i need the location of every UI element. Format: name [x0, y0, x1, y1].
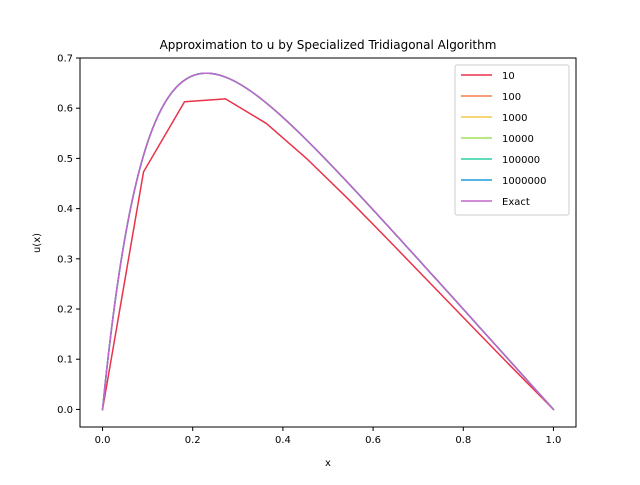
legend-label: Exact: [502, 197, 530, 208]
legend: 10 100 1000 10000 100000 1000000 Exact: [454, 64, 570, 216]
y-tick-label: 0.4: [57, 204, 73, 215]
y-ticks: 0.0 0.1 0.2 0.3 0.4 0.5 0.6 0.7: [57, 54, 80, 416]
y-tick-label: 0.2: [57, 305, 73, 316]
series-line-exact: [101, 72, 555, 411]
plot-frame: [79, 57, 577, 428]
y-tick-label: 0.3: [57, 254, 73, 265]
legend-label: 100000: [502, 155, 540, 166]
y-tick-label: 0.6: [57, 104, 73, 115]
y-tick-label: 0.7: [57, 54, 73, 65]
x-tick-label: 0.6: [365, 435, 381, 446]
series-line-10: [101, 98, 555, 411]
y-tick-label: 0.5: [57, 154, 73, 165]
legend-label: 1000000: [502, 176, 547, 187]
legend-label: 1000: [502, 113, 527, 124]
x-tick-label: 0.0: [95, 435, 111, 446]
legend-box: [454, 64, 570, 216]
x-ticks: 0.0 0.2 0.4 0.6 0.8 1.0: [95, 427, 562, 446]
x-tick-label: 1.0: [546, 435, 562, 446]
legend-label: 10: [502, 71, 515, 82]
x-tick-label: 0.8: [455, 435, 471, 446]
chart-title: Approximation to u by Specialized Tridia…: [160, 38, 497, 52]
legend-label: 10000: [502, 134, 534, 145]
x-axis-label: x: [325, 458, 331, 469]
legend-label: 100: [502, 92, 521, 103]
x-tick-label: 0.4: [275, 435, 291, 446]
y-tick-label: 0.1: [57, 355, 73, 366]
y-tick-label: 0.0: [57, 405, 73, 416]
x-tick-label: 0.2: [185, 435, 201, 446]
y-axis-label: u(x): [32, 233, 43, 253]
series-layer: [101, 72, 555, 411]
